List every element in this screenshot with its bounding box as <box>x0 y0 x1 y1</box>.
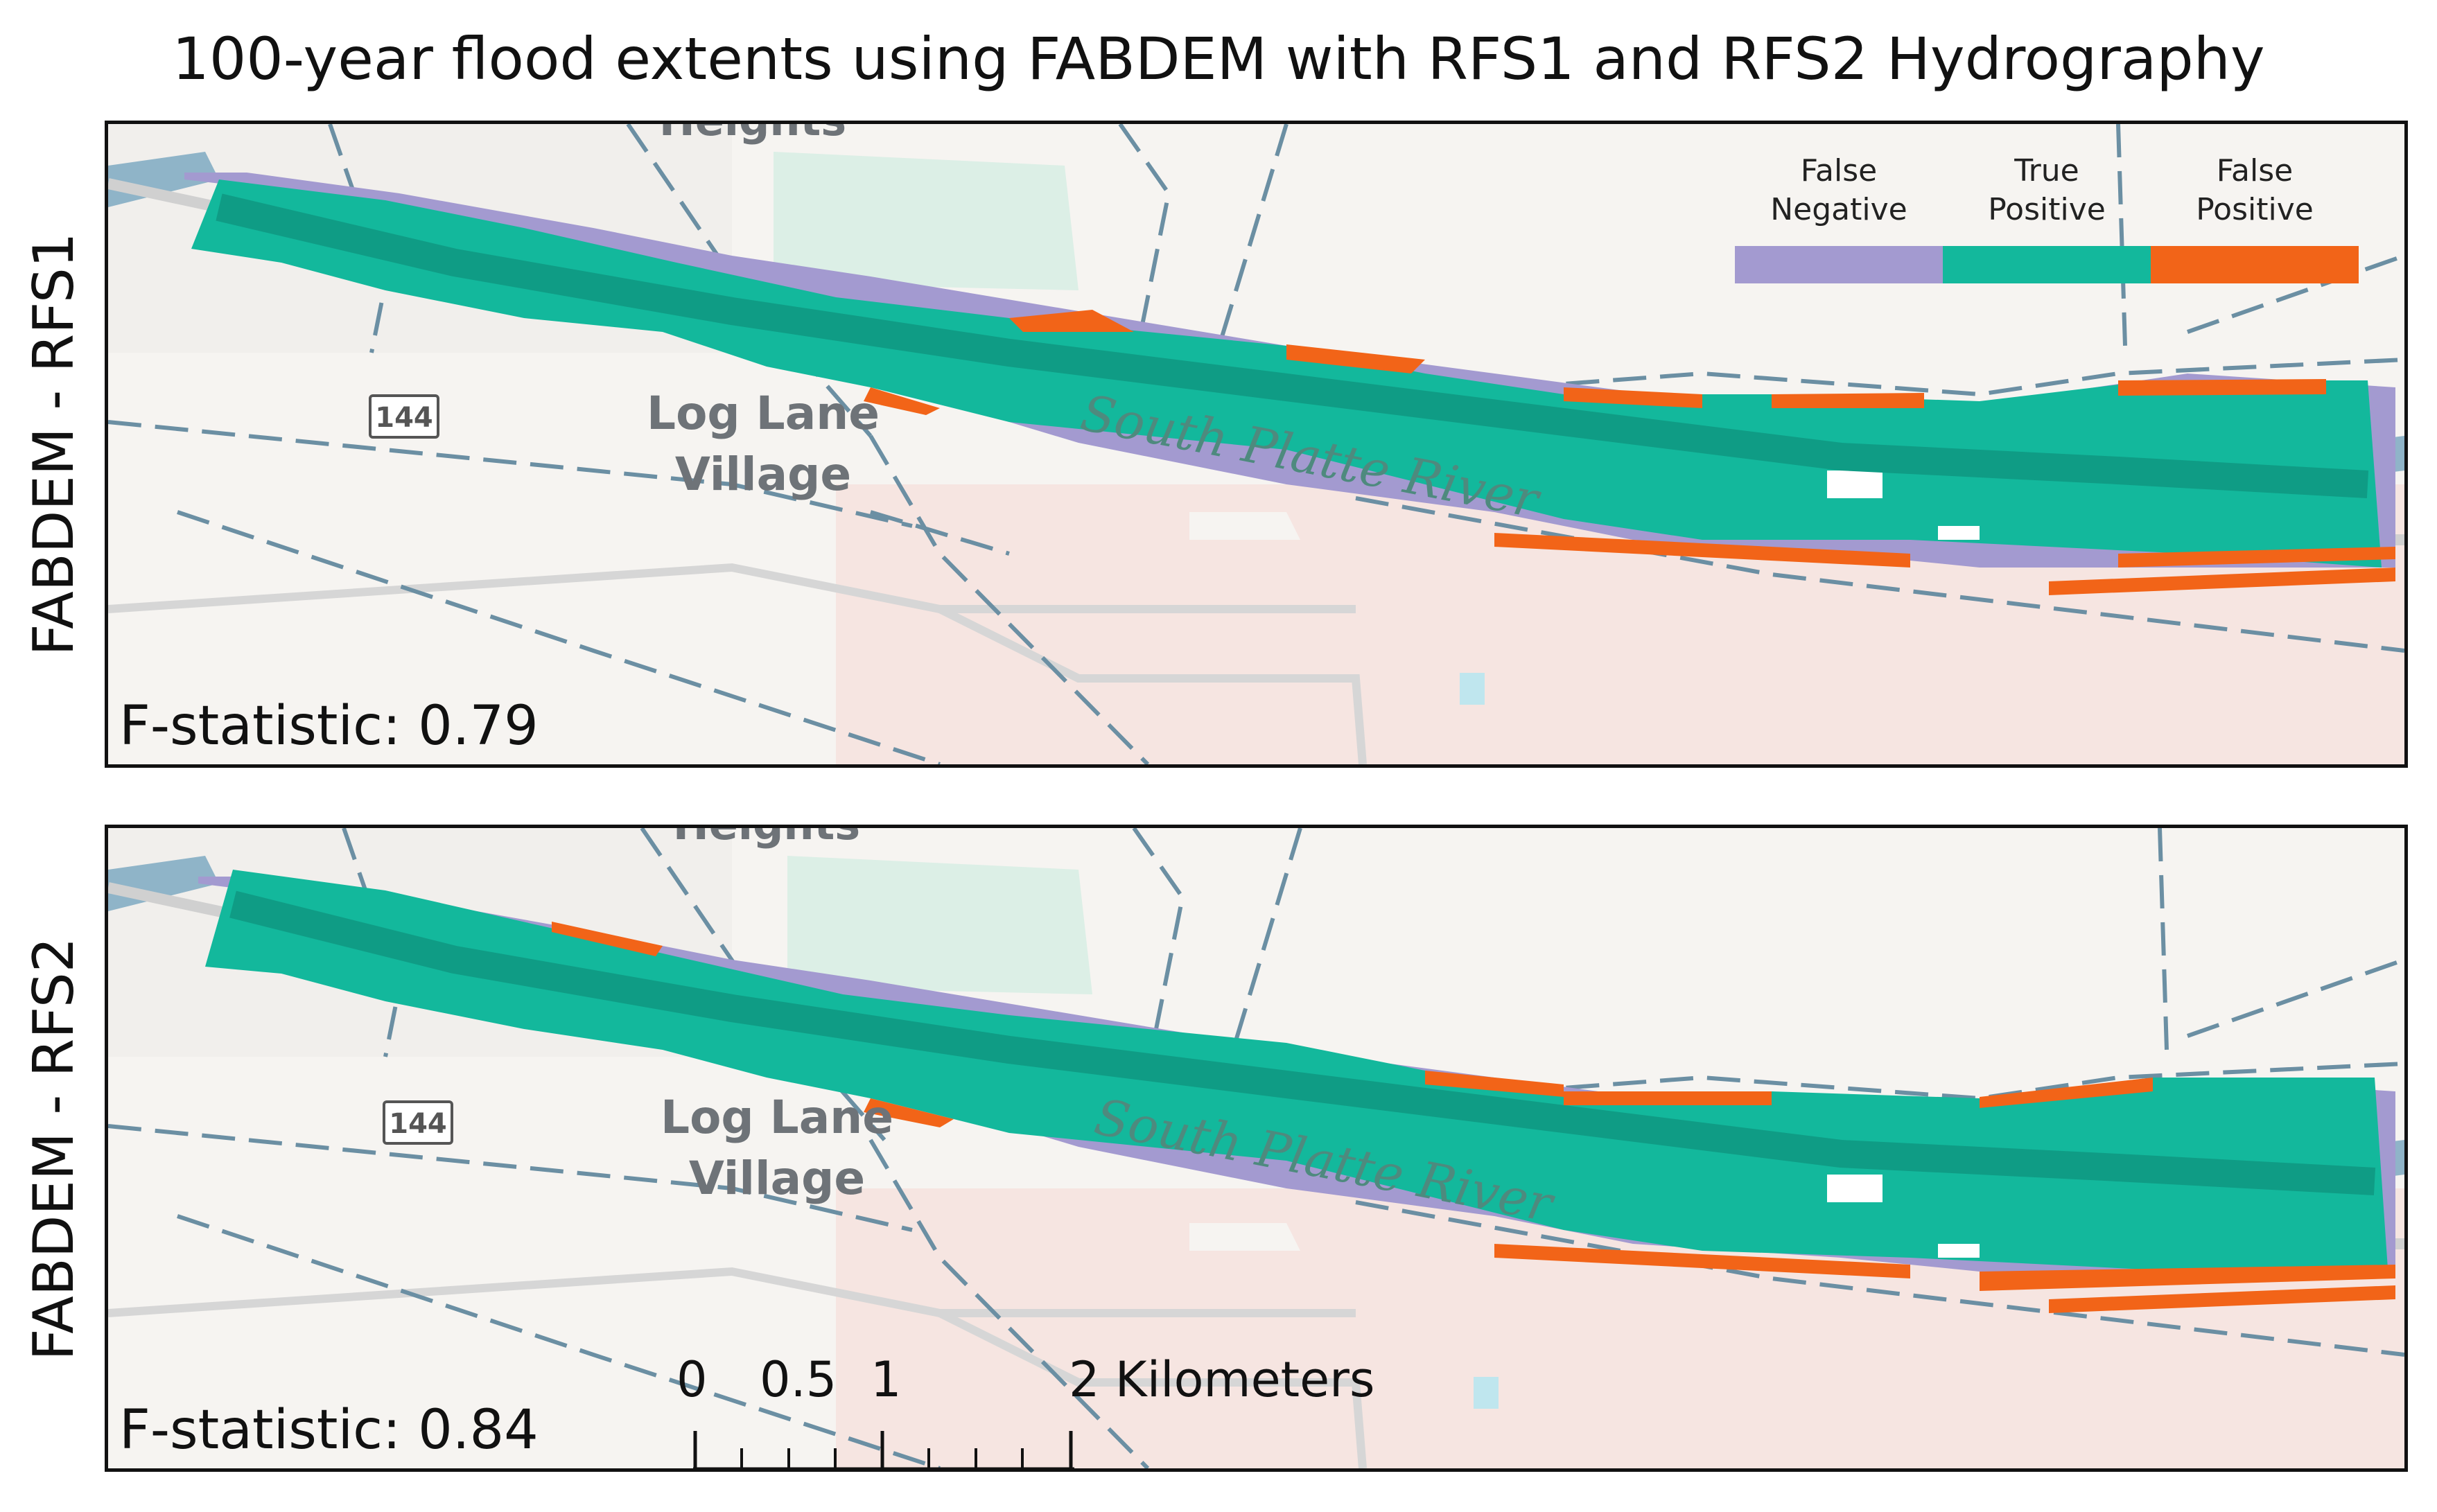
map-canvas-rfs2: Heights Log Lane Village South Platte Ri… <box>108 828 2404 1468</box>
svg-text:144: 144 <box>375 402 433 434</box>
false-positive-region <box>864 310 2395 595</box>
legend-label-true-positive: True Positive <box>1988 153 2106 227</box>
legend-swatch-true-positive <box>1943 246 2151 283</box>
road-network <box>108 828 2404 1468</box>
scale-bar: 0 0.5 1 2 Kilometers <box>676 1351 1374 1476</box>
place-label-village: Village <box>675 448 851 501</box>
park-area <box>774 152 1078 290</box>
park-area <box>787 856 1092 994</box>
map-panel-rfs2: Heights Log Lane Village South Platte Ri… <box>105 825 2408 1472</box>
river-channel <box>229 890 2376 1195</box>
scale-bar-ticks <box>693 1431 1074 1471</box>
legend-swatch-false-positive <box>2151 246 2359 283</box>
place-label-log-lane: Log Lane <box>661 1091 893 1144</box>
place-label-heights: Heights <box>659 124 846 146</box>
figure-title: 100-year flood extents using FABDEM with… <box>172 25 2265 93</box>
scale-label-2-km: 2 Kilometers <box>1069 1351 1375 1408</box>
scale-label-1: 1 <box>871 1351 902 1408</box>
svg-text:144: 144 <box>389 1108 447 1140</box>
scale-label-0-5: 0.5 <box>760 1351 837 1408</box>
legend-label-false-negative: False Negative <box>1770 153 1907 227</box>
panel-2-row-label: FABDEM - RFS2 <box>21 937 86 1361</box>
scale-label-0: 0 <box>676 1351 708 1408</box>
map-panel-rfs1: Heights Log Lane Village South Platte Ri… <box>105 121 2408 768</box>
route-shield-144: 144 <box>383 1100 453 1145</box>
map-legend: False Negative True Positive False Positive <box>1735 152 2359 297</box>
place-label-log-lane: Log Lane <box>647 387 880 440</box>
map-canvas-rfs1: Heights Log Lane Village South Platte Ri… <box>108 124 2404 764</box>
place-label-village: Village <box>689 1152 865 1205</box>
f-statistic-rfs1: F-statistic: 0.79 <box>119 695 539 757</box>
legend-label-false-positive: False Positive <box>2196 153 2314 227</box>
river-channel <box>216 193 2369 498</box>
false-positive-region <box>552 922 2395 1313</box>
panel-1-row-label: FABDEM - RFS1 <box>21 232 86 656</box>
f-statistic-rfs2: F-statistic: 0.84 <box>119 1399 539 1461</box>
place-label-heights: Heights <box>673 828 860 850</box>
route-shield-144: 144 <box>369 394 439 439</box>
legend-swatch-false-negative <box>1735 246 1943 283</box>
